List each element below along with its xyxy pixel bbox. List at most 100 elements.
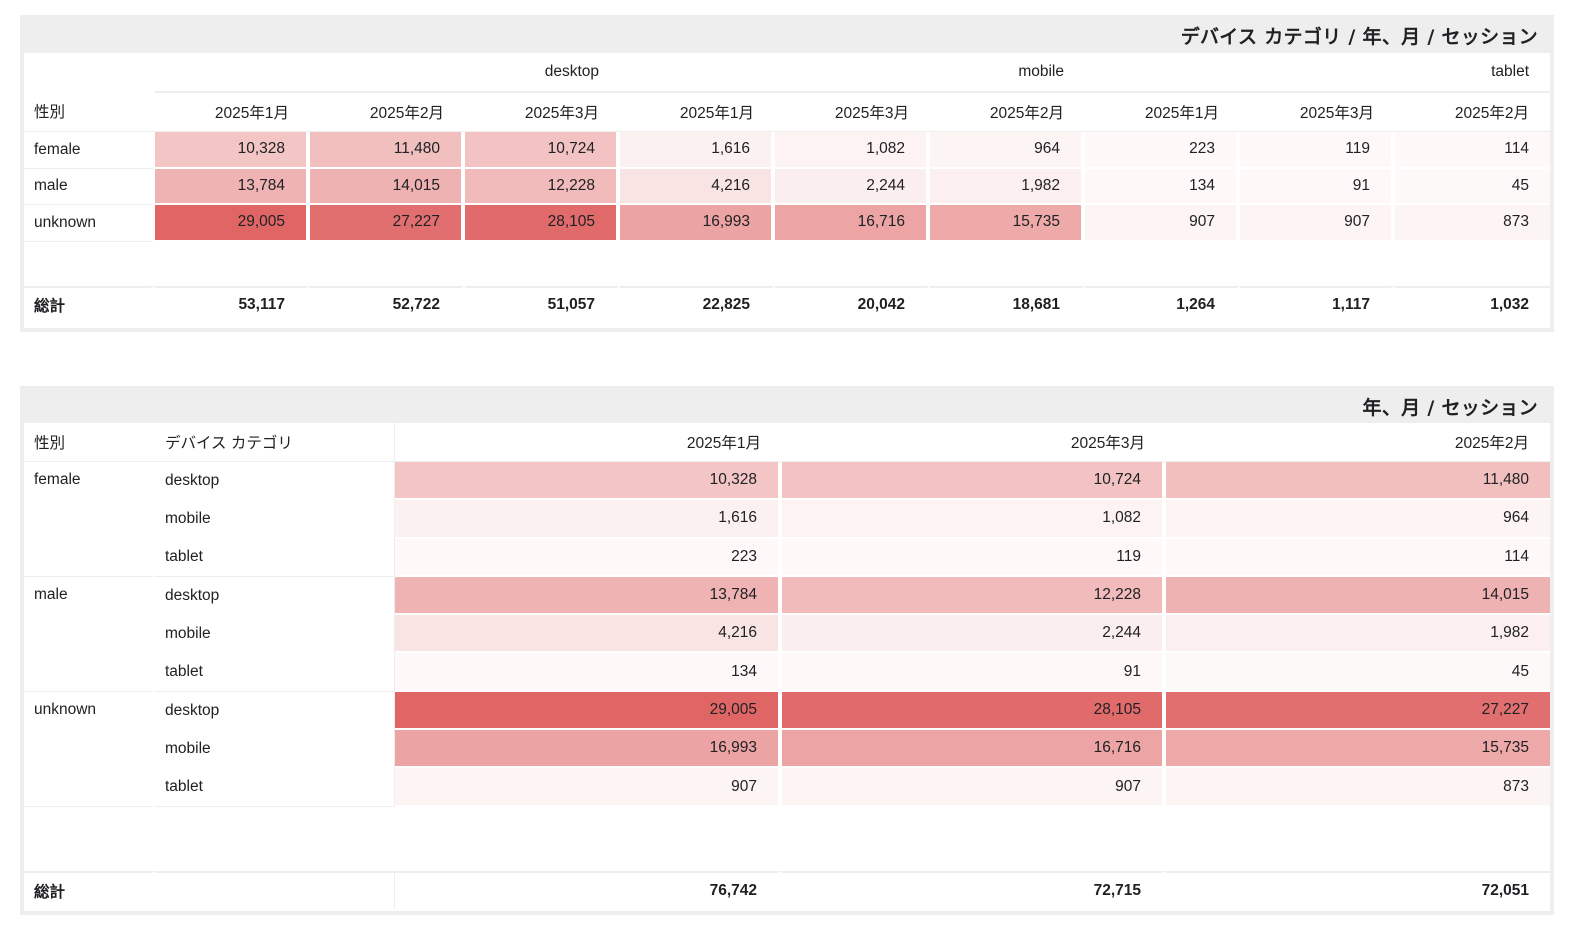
column-header-tablet[interactable]: tablet: [1491, 63, 1529, 80]
column-header-month[interactable]: 2025年3月: [782, 423, 1166, 462]
column-header-month[interactable]: 2025年2月: [1395, 91, 1550, 132]
data-cell: 12,228: [465, 168, 620, 205]
row-header-gender[interactable]: 性別: [24, 91, 155, 132]
table-row: mobile 1,616 1,082 964: [24, 500, 1550, 539]
data-cell: 119: [782, 538, 1166, 577]
data-cell: 14,015: [1166, 576, 1550, 616]
data-cell: 2,244: [782, 615, 1166, 654]
data-cell: 14,015: [310, 168, 465, 205]
row-label-device: mobile: [155, 730, 395, 769]
data-cell: 223: [395, 538, 782, 577]
data-cell: 134: [395, 653, 782, 692]
table2-header-row: 性別 デバイス カテゴリ 2025年1月 2025年3月 2025年2月: [24, 423, 1550, 462]
total-cell: 18,681: [930, 285, 1085, 323]
total-cell: 51,057: [465, 285, 620, 323]
column-header-month[interactable]: 2025年1月: [155, 91, 310, 132]
column-header-month[interactable]: 2025年3月: [775, 91, 930, 132]
row-label-device: tablet: [155, 768, 395, 807]
column-header-month[interactable]: 2025年2月: [930, 91, 1085, 132]
column-header-mobile[interactable]: mobile: [1018, 63, 1064, 80]
data-cell: 10,724: [465, 132, 620, 169]
table1-title: デバイス カテゴリ / 年、月 / セッション: [1180, 26, 1538, 48]
data-cell: 1,616: [395, 500, 782, 539]
data-cell: 1,982: [930, 168, 1085, 205]
total-cell: 1,032: [1395, 285, 1550, 323]
table1-corner: [24, 53, 155, 91]
data-cell: 907: [1240, 205, 1395, 242]
data-cell: 15,735: [930, 205, 1085, 242]
data-cell: 16,716: [775, 205, 930, 242]
column-header-month[interactable]: 2025年1月: [395, 423, 782, 462]
data-cell: 1,616: [620, 132, 775, 169]
data-cell: 28,105: [465, 205, 620, 242]
column-header-month[interactable]: 2025年3月: [465, 91, 620, 132]
row-label-device: desktop: [155, 576, 395, 616]
data-cell: 4,216: [395, 615, 782, 654]
data-cell: 907: [395, 768, 782, 807]
data-cell: 27,227: [1166, 691, 1550, 731]
total-label: 総計: [24, 870, 155, 909]
total-cell: 52,722: [310, 285, 465, 323]
column-header-month[interactable]: 2025年1月: [620, 91, 775, 132]
column-header-month[interactable]: 2025年1月: [1085, 91, 1240, 132]
row-label-device: desktop: [155, 462, 395, 501]
data-cell: 10,724: [782, 462, 1166, 501]
spacer-row: [24, 242, 1550, 286]
data-cell: 11,480: [310, 132, 465, 169]
table-row: unknown desktop 29,005 28,105 27,227: [24, 691, 1550, 807]
data-cell: 11,480: [1166, 462, 1550, 501]
total-cell: 1,264: [1085, 285, 1240, 323]
total-cell: 72,715: [782, 870, 1166, 909]
table2: 性別 デバイス カテゴリ 2025年1月 2025年3月 2025年2月 fem…: [24, 423, 1550, 909]
data-cell: 1,082: [782, 500, 1166, 539]
data-cell: 119: [1240, 132, 1395, 169]
row-label-male: male: [24, 576, 155, 692]
spacer-row: [24, 807, 1550, 871]
data-cell: 10,328: [155, 132, 310, 169]
data-cell: 13,784: [155, 168, 310, 205]
row-label-device: mobile: [155, 500, 395, 539]
table-row: mobile 4,216 2,244 1,982: [24, 615, 1550, 654]
row-label-female: female: [24, 132, 155, 169]
data-cell: 45: [1166, 653, 1550, 692]
data-cell: 15,735: [1166, 730, 1550, 769]
row-header-gender[interactable]: 性別: [24, 423, 155, 462]
data-cell: 12,228: [782, 576, 1166, 616]
data-cell: 29,005: [395, 691, 782, 731]
data-cell: 114: [1166, 538, 1550, 577]
table2-title: 年、月 / セッション: [1362, 397, 1538, 419]
table1: desktop mobile tablet 性別 2025年1月 2025年2月…: [24, 53, 1550, 323]
column-header-month[interactable]: 2025年3月: [1240, 91, 1395, 132]
table-row: mobile 16,993 16,716 15,735: [24, 730, 1550, 769]
row-label-female: female: [24, 462, 155, 577]
total-cell: 1,117: [1240, 285, 1395, 323]
data-cell: 873: [1166, 768, 1550, 807]
table1-body: desktop mobile tablet 性別 2025年1月 2025年2月…: [24, 53, 1550, 328]
data-cell: 91: [782, 653, 1166, 692]
row-label-device: mobile: [155, 615, 395, 654]
column-header-month[interactable]: 2025年2月: [310, 91, 465, 132]
table-row: tablet 223 119 114: [24, 538, 1550, 577]
data-cell: 16,993: [620, 205, 775, 242]
pivot-table-device-month: デバイス カテゴリ / 年、月 / セッション desktop mobile t…: [20, 15, 1554, 332]
row-label-unknown: unknown: [24, 691, 155, 807]
data-cell: 4,216: [620, 168, 775, 205]
column-header-desktop[interactable]: desktop: [544, 63, 599, 80]
total-cell: 20,042: [775, 285, 930, 323]
column-header-month[interactable]: 2025年2月: [1166, 423, 1550, 462]
total-row: 総計 53,117 52,722 51,057 22,825 20,042 18…: [24, 285, 1550, 323]
total-cell: 72,051: [1166, 870, 1550, 909]
table-row: male 13,784 14,015 12,228 4,216 2,244 1,…: [24, 168, 1550, 205]
table1-device-header-row: desktop mobile tablet: [24, 53, 1550, 91]
data-cell: 27,227: [310, 205, 465, 242]
data-cell: 964: [930, 132, 1085, 169]
table2-body: 性別 デバイス カテゴリ 2025年1月 2025年3月 2025年2月 fem…: [24, 423, 1550, 911]
data-cell: 29,005: [155, 205, 310, 242]
row-header-device-category[interactable]: デバイス カテゴリ: [155, 423, 395, 462]
total-spacer-cell: [155, 870, 395, 909]
data-cell: 964: [1166, 500, 1550, 539]
total-cell: 22,825: [620, 285, 775, 323]
data-cell: 13,784: [395, 576, 782, 616]
row-label-device: tablet: [155, 538, 395, 577]
data-cell: 45: [1395, 168, 1550, 205]
